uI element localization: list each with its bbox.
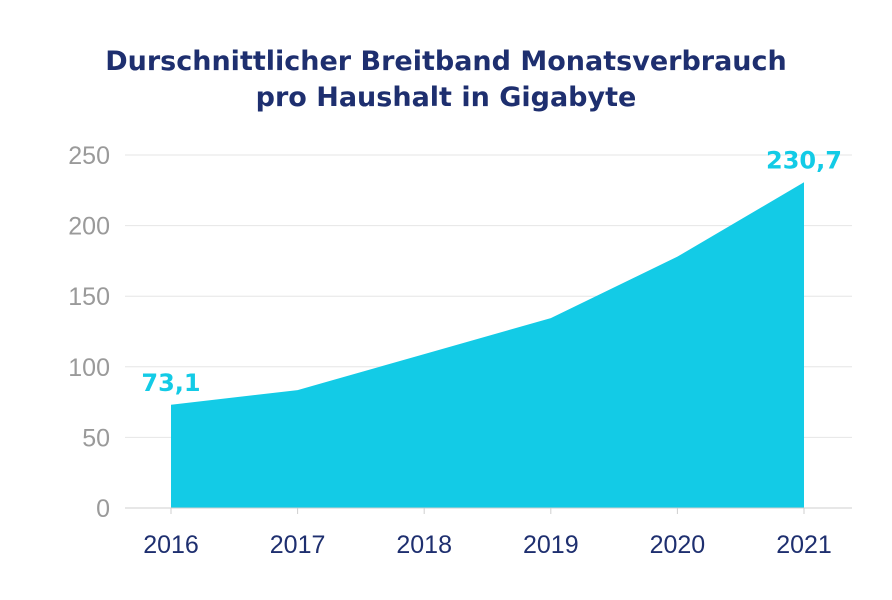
- x-tick-label-2017: 2017: [270, 531, 326, 559]
- x-tick-labels: 2016 2017 2018 2019 2020 2021: [143, 531, 832, 559]
- y-tick-label-150: 150: [68, 283, 110, 311]
- axes: [125, 507, 852, 514]
- data-label-2016: 73,1: [141, 369, 200, 397]
- y-tick-labels: 0 50 100 150 200 250: [68, 142, 110, 523]
- chart-title: Durschnittlicher Breitband Monatsverbrau…: [105, 46, 787, 113]
- x-tick-label-2019: 2019: [523, 531, 579, 559]
- data-label-2021: 230,7: [766, 146, 842, 174]
- data-labels: 73,1 230,7: [141, 146, 842, 397]
- x-tick-label-2018: 2018: [396, 531, 452, 559]
- y-tick-label-250: 250: [68, 142, 110, 170]
- y-tick-label-50: 50: [82, 424, 110, 452]
- x-tick-label-2016: 2016: [143, 531, 199, 559]
- chart-title-line-1: Durschnittlicher Breitband Monatsverbrau…: [105, 46, 787, 77]
- area-fill: [171, 182, 804, 509]
- x-tick-label-2020: 2020: [650, 531, 706, 559]
- area-series: [171, 182, 804, 509]
- y-tick-label-0: 0: [96, 495, 110, 523]
- chart-title-line-2: pro Haushalt in Gigabyte: [256, 82, 637, 113]
- x-tick-label-2021: 2021: [776, 531, 832, 559]
- y-tick-label-100: 100: [68, 354, 110, 382]
- y-tick-label-200: 200: [68, 213, 110, 241]
